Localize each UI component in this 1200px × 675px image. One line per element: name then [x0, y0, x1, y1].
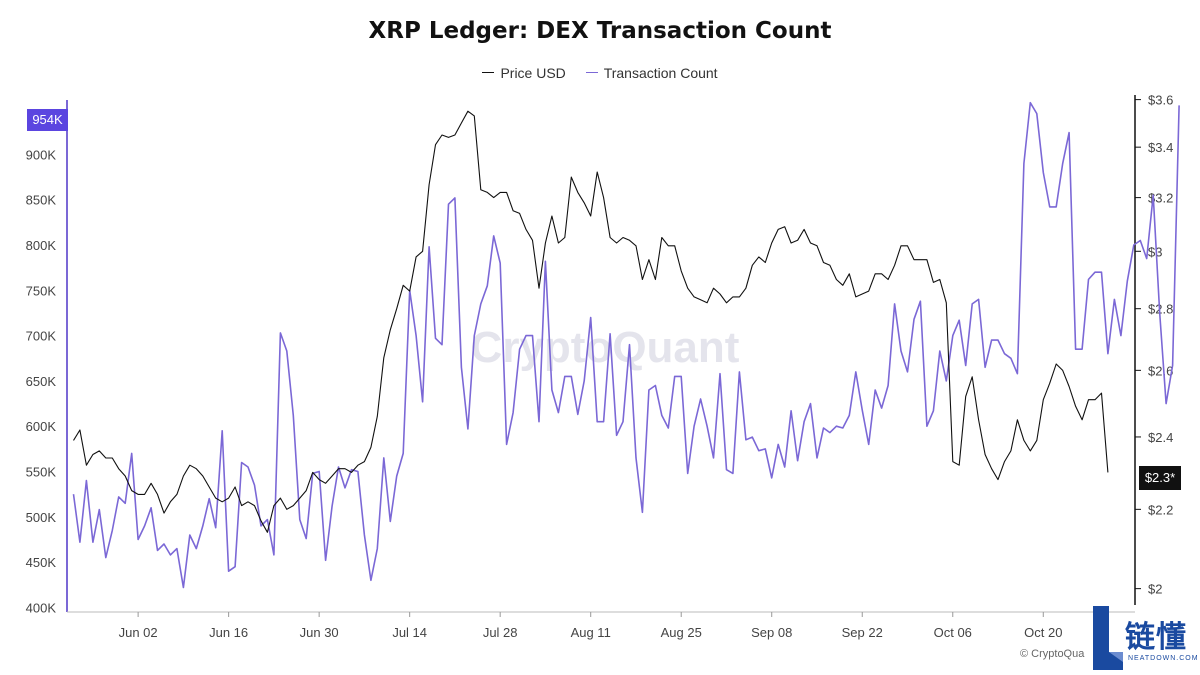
- left-tick-label: 650K: [26, 374, 57, 389]
- neatdown-logo-icon: [1093, 606, 1123, 670]
- left-tick-label: 450K: [26, 555, 57, 570]
- x-tick-label: Jun 02: [119, 625, 158, 640]
- x-tick-label: Jul 28: [483, 625, 518, 640]
- left-tick-label: 550K: [26, 465, 57, 480]
- x-axis-ticks: Jun 02 Jun 16 Jun 30 Jul 14 Jul 28 Aug 11 Aug …: [119, 612, 1062, 640]
- source-credit: © CryptoQua: [1020, 648, 1085, 660]
- left-tick-label: 800K: [26, 238, 57, 253]
- left-tick-label: 900K: [26, 147, 57, 162]
- current-value-badge-count: 954K: [27, 109, 68, 131]
- right-tick-label: $2.4: [1148, 430, 1173, 445]
- x-tick-label: Jun 30: [300, 625, 339, 640]
- left-tick-label: 600K: [26, 419, 57, 434]
- chart-legend: Price USD Transaction Count: [0, 60, 1200, 81]
- chart-title: XRP Ledger: DEX Transaction Count: [368, 18, 832, 44]
- legend-label-transaction-count: Transaction Count: [603, 64, 718, 81]
- right-tick-label: $2: [1148, 582, 1162, 597]
- x-tick-label: Aug 11: [571, 625, 611, 640]
- left-tick-label: 500K: [26, 510, 57, 525]
- right-tick-label: $3.4: [1148, 140, 1173, 155]
- right-tick-label: $2.8: [1148, 302, 1173, 317]
- legend-item-transaction-count[interactable]: Transaction Count: [585, 64, 718, 81]
- x-tick-label: Sep 08: [751, 625, 792, 640]
- left-axis-ticks: 400K 450K 500K 550K 600K 650K 700K 750K 800K 850K…: [26, 147, 57, 615]
- current-value-badge-price: $2.3*: [1139, 466, 1181, 490]
- right-axis-ticks: $2$2.2$2.4$2.6$2.8$3$3.2$3.4$3.6: [1135, 93, 1173, 597]
- x-tick-label: Jul 14: [392, 625, 427, 640]
- series-line-price-usd[interactable]: [73, 110, 1109, 533]
- left-tick-label: 700K: [26, 329, 57, 344]
- x-tick-label: Aug 25: [661, 625, 702, 640]
- x-tick-label: Oct 20: [1024, 625, 1062, 640]
- left-tick-label: 400K: [26, 600, 57, 615]
- x-tick-label: Jun 16: [209, 625, 248, 640]
- legend-label-price: Price USD: [500, 64, 566, 81]
- right-tick-label: $3: [1148, 244, 1162, 259]
- right-tick-label: $2.6: [1148, 363, 1173, 378]
- watermark-text: CryptoQuant: [471, 323, 740, 372]
- logo-subtext: NEATDOWN.COM: [1128, 655, 1199, 662]
- logo-text: 链懂: [1125, 620, 1187, 655]
- left-tick-label: 850K: [26, 193, 57, 208]
- x-tick-label: Oct 06: [934, 625, 972, 640]
- legend-swatch-transaction-count: [585, 72, 598, 73]
- legend-item-price[interactable]: Price USD: [482, 64, 566, 81]
- series-line-transaction-count[interactable]: [72, 101, 1180, 589]
- x-tick-label: Sep 22: [842, 625, 883, 640]
- right-tick-label: $2.2: [1148, 502, 1173, 517]
- legend-swatch-price: [482, 72, 495, 73]
- right-tick-label: $3.6: [1148, 93, 1173, 108]
- left-tick-label: 750K: [26, 283, 57, 298]
